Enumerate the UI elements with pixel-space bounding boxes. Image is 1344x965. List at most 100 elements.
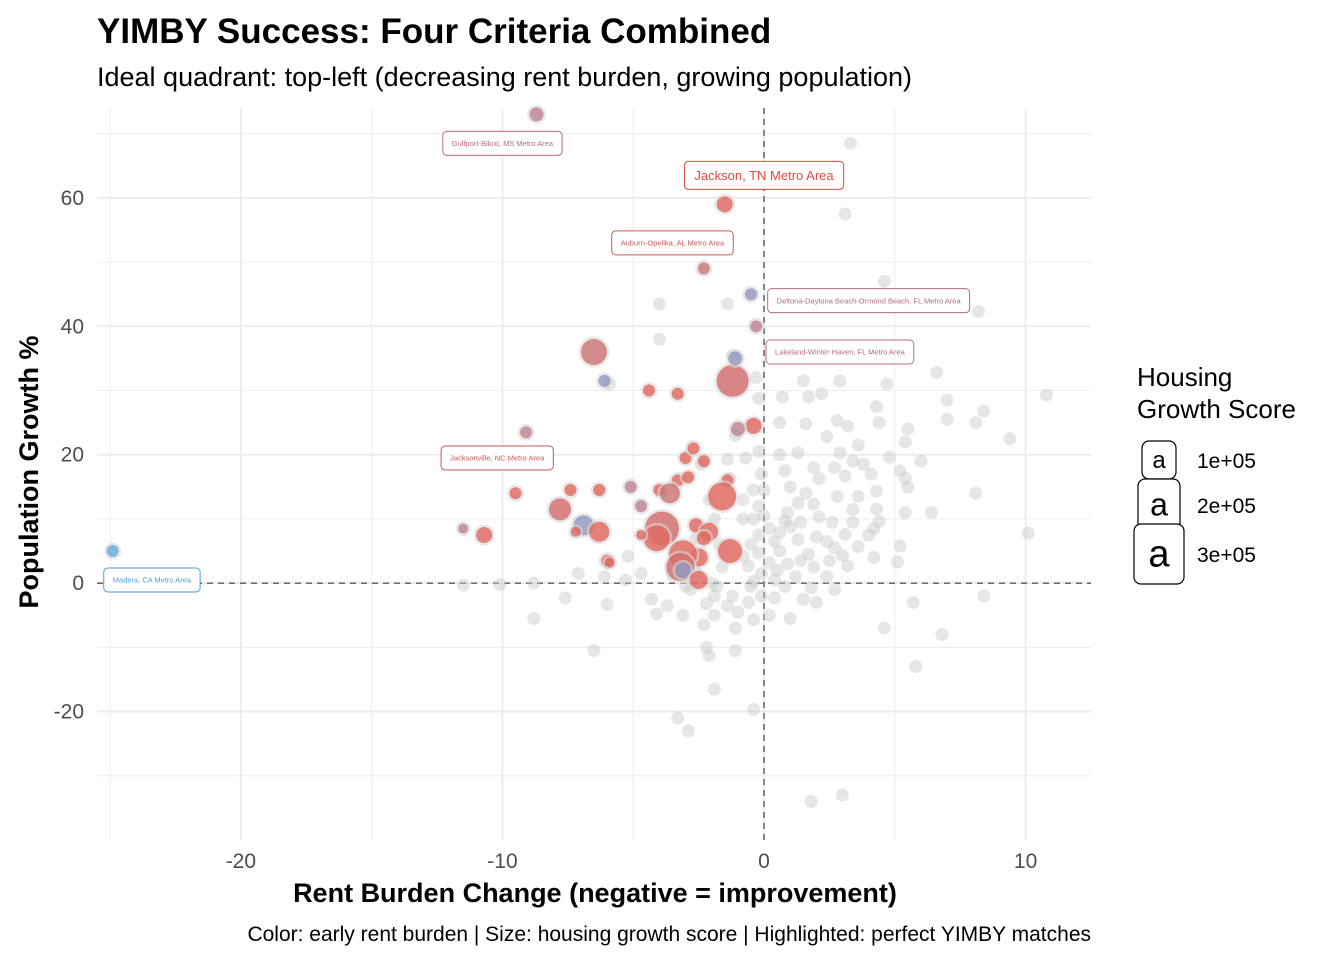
background-point: [833, 374, 847, 388]
highlighted-point: [682, 471, 695, 484]
background-point: [493, 577, 507, 591]
background-point: [838, 207, 852, 221]
highlighted-point: [604, 557, 615, 568]
highlighted-point: [718, 539, 743, 564]
x-tick-label: -10: [487, 850, 517, 873]
background-point: [731, 605, 745, 619]
background-point: [597, 570, 611, 584]
background-point: [799, 417, 813, 431]
y-axis-label: Population Growth %: [14, 336, 44, 609]
legend-key: a 2e+05: [1137, 478, 1256, 532]
background-point: [741, 595, 755, 609]
background-point: [872, 416, 886, 430]
background-point: [773, 525, 787, 539]
background-point: [773, 544, 787, 558]
background-point: [867, 522, 881, 536]
background-point: [799, 486, 813, 500]
highlighted-point: [744, 288, 757, 301]
legend-key-glyph: a: [1150, 487, 1168, 523]
highlighted-point: [716, 196, 733, 213]
background-point: [812, 471, 826, 485]
background-point: [940, 412, 954, 426]
background-point: [744, 579, 758, 593]
highlighted-point: [593, 484, 606, 497]
background-point: [747, 574, 761, 588]
background-point: [783, 611, 797, 625]
background-point: [752, 499, 766, 513]
background-point: [710, 579, 724, 593]
metro-label: Lakeland-Winter Haven, FL Metro Area: [765, 339, 915, 365]
background-point: [778, 514, 792, 528]
background-point: [757, 483, 771, 497]
background-point: [898, 471, 912, 485]
background-point: [822, 554, 836, 568]
background-point: [621, 549, 635, 563]
highlighted-point: [589, 521, 610, 542]
background-point: [767, 573, 781, 587]
background-point: [794, 515, 808, 529]
background-point: [770, 563, 784, 577]
background-point: [838, 469, 852, 483]
highlighted-point: [716, 364, 749, 397]
background-point: [736, 512, 750, 526]
background-point: [652, 297, 666, 311]
background-point: [977, 404, 991, 418]
background-point: [527, 611, 541, 625]
legend-key-label: 1e+05: [1197, 450, 1256, 473]
highlighted-point: [708, 482, 737, 511]
highlighted-point: [564, 484, 577, 497]
background-point: [856, 457, 870, 471]
metro-label-text: Gulfport-Biloxi, MS Metro Area: [452, 139, 554, 148]
background-point: [851, 438, 865, 452]
background-point: [883, 450, 897, 464]
background-point: [825, 515, 839, 529]
background-point: [969, 486, 983, 500]
background-point: [728, 644, 742, 658]
background-point: [747, 703, 761, 717]
highlighted-point: [581, 339, 607, 365]
background-point: [977, 589, 991, 603]
background-point: [781, 506, 795, 520]
metro-label: Gulfport-Biloxi, MS Metro Area: [442, 130, 563, 156]
highlighted-point: [509, 487, 522, 500]
legend-key-glyph: a: [1148, 534, 1170, 576]
background-point: [600, 597, 614, 611]
background-point: [747, 613, 761, 627]
background-point: [652, 332, 666, 346]
background-point: [791, 532, 805, 546]
background-point: [906, 595, 920, 609]
background-point: [794, 554, 808, 568]
background-point: [801, 547, 815, 561]
x-tick-label: -20: [226, 850, 256, 873]
background-point: [676, 608, 690, 622]
background-point: [587, 644, 601, 658]
background-point: [867, 550, 881, 564]
background-point: [890, 555, 904, 569]
background-point: [527, 576, 541, 590]
background-point: [807, 560, 821, 574]
metro-label-box: [683, 160, 845, 190]
background-point: [757, 509, 771, 523]
background-point: [1021, 526, 1035, 540]
y-tick-label: 20: [61, 444, 84, 467]
background-point: [924, 506, 938, 520]
background-point: [828, 583, 842, 597]
background-point: [754, 567, 768, 581]
y-tick-label: 60: [61, 187, 84, 210]
highlighted-point: [643, 525, 670, 552]
background-point: [972, 305, 986, 319]
background-point: [783, 520, 797, 534]
metro-label: Auburn-Opelika, AL Metro Area: [611, 230, 734, 256]
background-point: [893, 464, 907, 478]
background-point: [880, 377, 894, 391]
metro-label-box: [440, 445, 554, 471]
background-point: [754, 589, 768, 603]
plot-panel: -20 -10 0 10 -20 0 20 40 60 Gulfport-Biloxi, MS M…: [54, 104, 1091, 873]
background-point: [752, 391, 766, 405]
background-point: [767, 534, 781, 548]
background-point: [870, 502, 884, 516]
highlighted-point: [728, 351, 743, 366]
background-point: [812, 510, 826, 524]
highlighted-point: [659, 483, 680, 504]
